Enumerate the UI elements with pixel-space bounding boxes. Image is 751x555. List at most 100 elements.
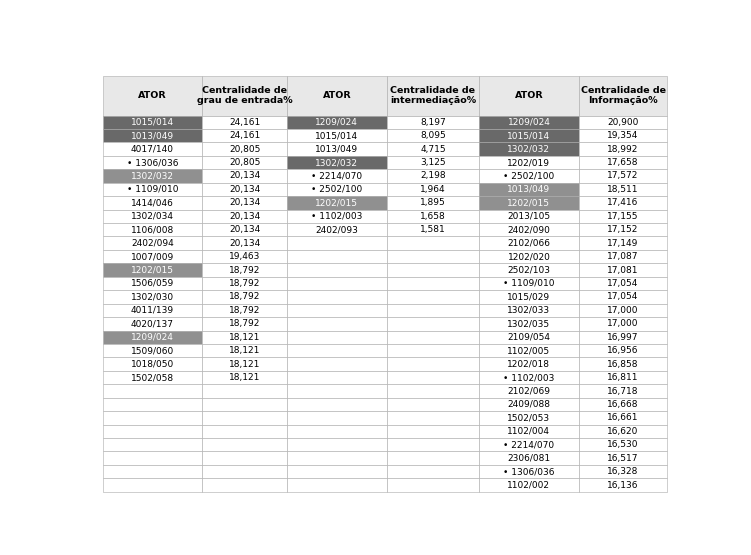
- Text: 17,152: 17,152: [608, 225, 638, 234]
- Bar: [203, 263, 287, 277]
- Text: 17,000: 17,000: [608, 319, 639, 329]
- Bar: [287, 236, 387, 250]
- Bar: [103, 250, 203, 263]
- Text: 1015/014: 1015/014: [508, 131, 550, 140]
- Bar: [479, 236, 579, 250]
- Bar: [287, 331, 387, 344]
- Bar: [579, 263, 667, 277]
- Text: • 1306/036: • 1306/036: [127, 158, 178, 167]
- Bar: [479, 344, 579, 357]
- Text: 16,858: 16,858: [608, 360, 639, 369]
- Text: 2402/093: 2402/093: [315, 225, 358, 234]
- Text: 2013/105: 2013/105: [508, 212, 550, 221]
- Bar: [579, 129, 667, 143]
- Bar: [387, 196, 479, 210]
- Bar: [103, 129, 203, 143]
- Text: 17,081: 17,081: [608, 265, 639, 275]
- Bar: [203, 76, 287, 115]
- Bar: [387, 210, 479, 223]
- Bar: [203, 129, 287, 143]
- Text: 1506/059: 1506/059: [131, 279, 174, 288]
- Text: 17,087: 17,087: [608, 252, 639, 261]
- Text: 4020/137: 4020/137: [131, 319, 174, 329]
- Bar: [579, 425, 667, 438]
- Bar: [387, 478, 479, 492]
- Bar: [479, 263, 579, 277]
- Bar: [203, 223, 287, 236]
- Bar: [103, 438, 203, 452]
- Text: 1209/024: 1209/024: [131, 333, 174, 342]
- Bar: [287, 169, 387, 183]
- Text: 1302/033: 1302/033: [508, 306, 550, 315]
- Bar: [103, 371, 203, 384]
- Text: 1202/015: 1202/015: [131, 265, 174, 275]
- Text: 1202/018: 1202/018: [508, 360, 550, 369]
- Bar: [287, 76, 387, 115]
- Text: 16,668: 16,668: [608, 400, 639, 409]
- Bar: [103, 143, 203, 156]
- Bar: [203, 210, 287, 223]
- Text: 18,511: 18,511: [608, 185, 639, 194]
- Text: 16,517: 16,517: [608, 454, 639, 463]
- Text: 17,416: 17,416: [608, 198, 638, 208]
- Bar: [387, 344, 479, 357]
- Bar: [387, 398, 479, 411]
- Bar: [579, 344, 667, 357]
- Text: 8,197: 8,197: [420, 118, 446, 127]
- Bar: [579, 478, 667, 492]
- Text: 4,715: 4,715: [420, 145, 445, 154]
- Bar: [287, 371, 387, 384]
- Bar: [479, 371, 579, 384]
- Bar: [287, 384, 387, 398]
- Bar: [579, 304, 667, 317]
- Bar: [479, 357, 579, 371]
- Text: 18,121: 18,121: [229, 373, 261, 382]
- Text: 1102/005: 1102/005: [508, 346, 550, 355]
- Text: 18,792: 18,792: [229, 306, 261, 315]
- Text: 20,134: 20,134: [229, 225, 261, 234]
- Bar: [287, 143, 387, 156]
- Bar: [479, 115, 579, 129]
- Bar: [579, 438, 667, 452]
- Bar: [203, 452, 287, 465]
- Text: 20,805: 20,805: [229, 145, 261, 154]
- Text: 18,792: 18,792: [229, 265, 261, 275]
- Bar: [287, 290, 387, 304]
- Bar: [287, 411, 387, 425]
- Bar: [387, 250, 479, 263]
- Text: 2402/094: 2402/094: [131, 239, 174, 248]
- Bar: [579, 250, 667, 263]
- Bar: [579, 277, 667, 290]
- Text: 1209/024: 1209/024: [508, 118, 550, 127]
- Bar: [387, 304, 479, 317]
- Bar: [479, 250, 579, 263]
- Text: 16,328: 16,328: [608, 467, 638, 476]
- Bar: [203, 411, 287, 425]
- Bar: [203, 438, 287, 452]
- Bar: [103, 196, 203, 210]
- Bar: [479, 438, 579, 452]
- Text: 1013/049: 1013/049: [131, 131, 174, 140]
- Bar: [579, 371, 667, 384]
- Text: 1202/019: 1202/019: [508, 158, 550, 167]
- Text: Centralidade de
intermediação%: Centralidade de intermediação%: [390, 86, 476, 105]
- Text: 1102/004: 1102/004: [508, 427, 550, 436]
- Bar: [479, 317, 579, 331]
- Text: 20,134: 20,134: [229, 239, 261, 248]
- Bar: [479, 223, 579, 236]
- Bar: [203, 196, 287, 210]
- Bar: [203, 143, 287, 156]
- Text: 16,997: 16,997: [608, 333, 639, 342]
- Bar: [203, 250, 287, 263]
- Bar: [479, 290, 579, 304]
- Text: 1015/014: 1015/014: [131, 118, 174, 127]
- Bar: [203, 317, 287, 331]
- Bar: [579, 143, 667, 156]
- Text: ATOR: ATOR: [138, 91, 167, 100]
- Bar: [203, 236, 287, 250]
- Bar: [579, 317, 667, 331]
- Text: 2306/081: 2306/081: [508, 454, 550, 463]
- Bar: [387, 169, 479, 183]
- Bar: [287, 304, 387, 317]
- Text: 1502/058: 1502/058: [131, 373, 174, 382]
